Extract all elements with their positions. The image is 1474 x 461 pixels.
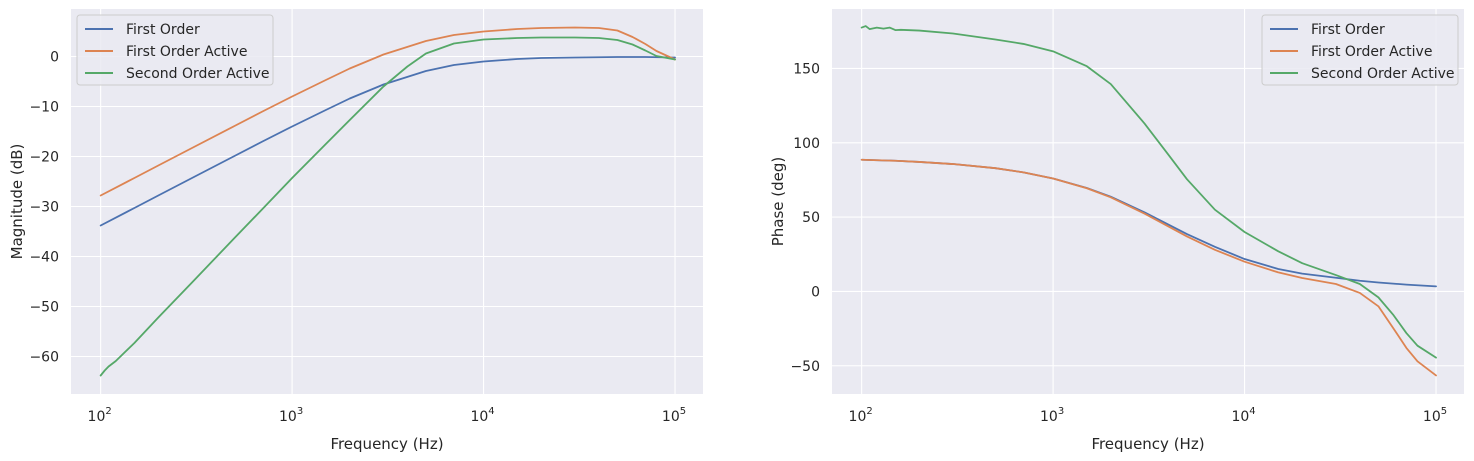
phase-chart: 150 100 50 0 −50 102 103 104 105 Frequency (Hz) Ph… bbox=[769, 9, 1464, 453]
y-tick-label: −30 bbox=[29, 200, 59, 216]
y-axis-label: Phase (deg) bbox=[769, 157, 787, 247]
x-tick-label: 104 bbox=[1231, 406, 1255, 425]
legend-label: Second Order Active bbox=[1311, 66, 1455, 82]
series-line-second-order-active bbox=[860, 25, 1437, 359]
series-line-first-order bbox=[99, 56, 676, 227]
legend-label: First Order bbox=[1311, 22, 1385, 38]
y-tick-label: −10 bbox=[29, 100, 59, 116]
y-tick-label: −60 bbox=[29, 350, 59, 366]
x-tick-label: 103 bbox=[279, 406, 303, 425]
y-tick-label: 0 bbox=[50, 50, 59, 66]
x-axis-label: Frequency (Hz) bbox=[330, 435, 443, 453]
magnitude-chart: 0 −10 −20 −30 −40 −50 −60 102 103 104 105 Frequency… bbox=[8, 9, 703, 453]
legend-box bbox=[76, 14, 274, 86]
y-tick-label: 150 bbox=[793, 61, 820, 77]
series-line-first-order-active bbox=[860, 158, 1437, 377]
series-line-first-order-active bbox=[99, 26, 676, 197]
y-axis-label: Magnitude (dB) bbox=[8, 144, 26, 260]
x-tick-label: 103 bbox=[1040, 406, 1064, 425]
y-tick-label: 50 bbox=[802, 210, 820, 226]
legend-label: First Order bbox=[126, 22, 200, 38]
legend: First Order First Order Active Second Orde… bbox=[1261, 14, 1459, 86]
series-line-second-order-active bbox=[99, 36, 676, 377]
y-tick-label: −50 bbox=[29, 300, 59, 316]
y-tick-label: 100 bbox=[793, 136, 820, 152]
y-tick-label: −50 bbox=[790, 359, 820, 375]
legend-label: First Order Active bbox=[1311, 44, 1432, 60]
legend-label: Second Order Active bbox=[126, 66, 270, 82]
x-tick-label: 102 bbox=[849, 406, 873, 425]
x-tick-label: 104 bbox=[470, 406, 494, 425]
x-axis-label: Frequency (Hz) bbox=[1091, 435, 1204, 453]
x-tick-label: 105 bbox=[662, 406, 686, 425]
y-tick-label: 0 bbox=[811, 284, 820, 300]
y-tick-label: −20 bbox=[29, 150, 59, 166]
legend-label: First Order Active bbox=[126, 44, 247, 60]
y-tick-label: −40 bbox=[29, 250, 59, 266]
legend-box bbox=[1261, 14, 1459, 86]
x-tick-label: 105 bbox=[1423, 406, 1447, 425]
legend: First Order First Order Active Second Orde… bbox=[76, 14, 274, 86]
x-tick-label: 102 bbox=[88, 406, 112, 425]
